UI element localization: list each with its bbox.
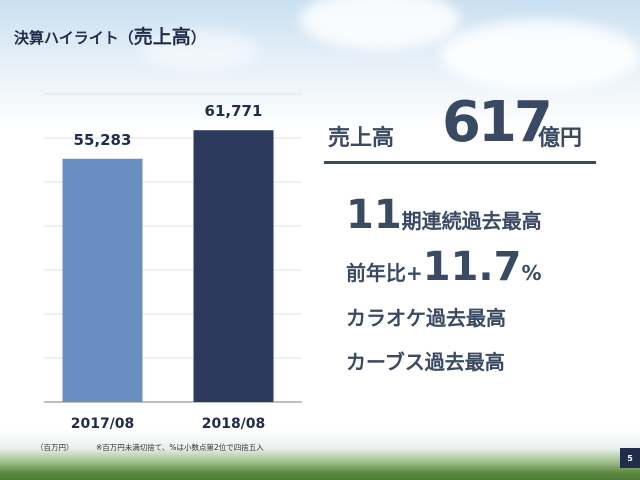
point-yoy-value: 11.7	[422, 244, 522, 290]
headline-label: 売上高	[328, 126, 395, 151]
point-karaoke-record: カラオケ過去最高	[346, 306, 506, 330]
x-tick-label: 2018/08	[202, 416, 266, 432]
bar-value-label: 55,283	[74, 131, 132, 149]
footnote-rounding: ※百万円未満切捨て、%は小数点第2位で四捨五入	[96, 443, 264, 452]
point-yoy-text: 前年比+	[346, 261, 423, 285]
slide-title-suffix: ）	[190, 29, 206, 47]
slide-title-main: 売上高	[133, 26, 191, 48]
revenue-headline: 売上高 617 億円	[324, 90, 596, 164]
headline-value: 617	[442, 90, 553, 155]
chart-labels: 55,283 2017/08 61,771 2018/08	[71, 102, 266, 432]
bar-2018-08	[193, 130, 274, 403]
bar-2017-08	[62, 158, 143, 402]
footnote-unit: （百万円）	[36, 443, 74, 452]
slide-title-prefix: 決算ハイライト（	[14, 29, 134, 47]
point-consecutive-record: 11期連続過去最高	[346, 192, 542, 238]
point-yoy-percent: %	[521, 261, 542, 285]
point-consecutive-text: 期連続過去最高	[401, 209, 542, 233]
point-curves-record: カーブス過去最高	[346, 350, 505, 374]
page-number: 5	[620, 448, 640, 468]
x-tick-label: 2017/08	[71, 416, 135, 432]
headline-unit: 億円	[538, 126, 583, 151]
slide-title: 決算ハイライト（売上高）	[14, 22, 206, 49]
point-yoy-growth: 前年比+11.7%	[346, 244, 542, 290]
point-consecutive-count: 11	[346, 192, 402, 238]
chart-bars	[62, 130, 274, 403]
bar-value-label: 61,771	[205, 102, 263, 120]
